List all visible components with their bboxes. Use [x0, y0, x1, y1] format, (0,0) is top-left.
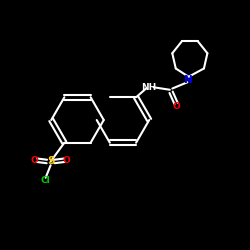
- Text: O: O: [172, 102, 180, 110]
- Text: O: O: [63, 156, 71, 165]
- Text: Cl: Cl: [41, 176, 50, 185]
- Text: S: S: [47, 156, 54, 166]
- Text: N: N: [184, 75, 193, 85]
- Text: NH: NH: [141, 83, 156, 92]
- Text: O: O: [30, 156, 38, 165]
